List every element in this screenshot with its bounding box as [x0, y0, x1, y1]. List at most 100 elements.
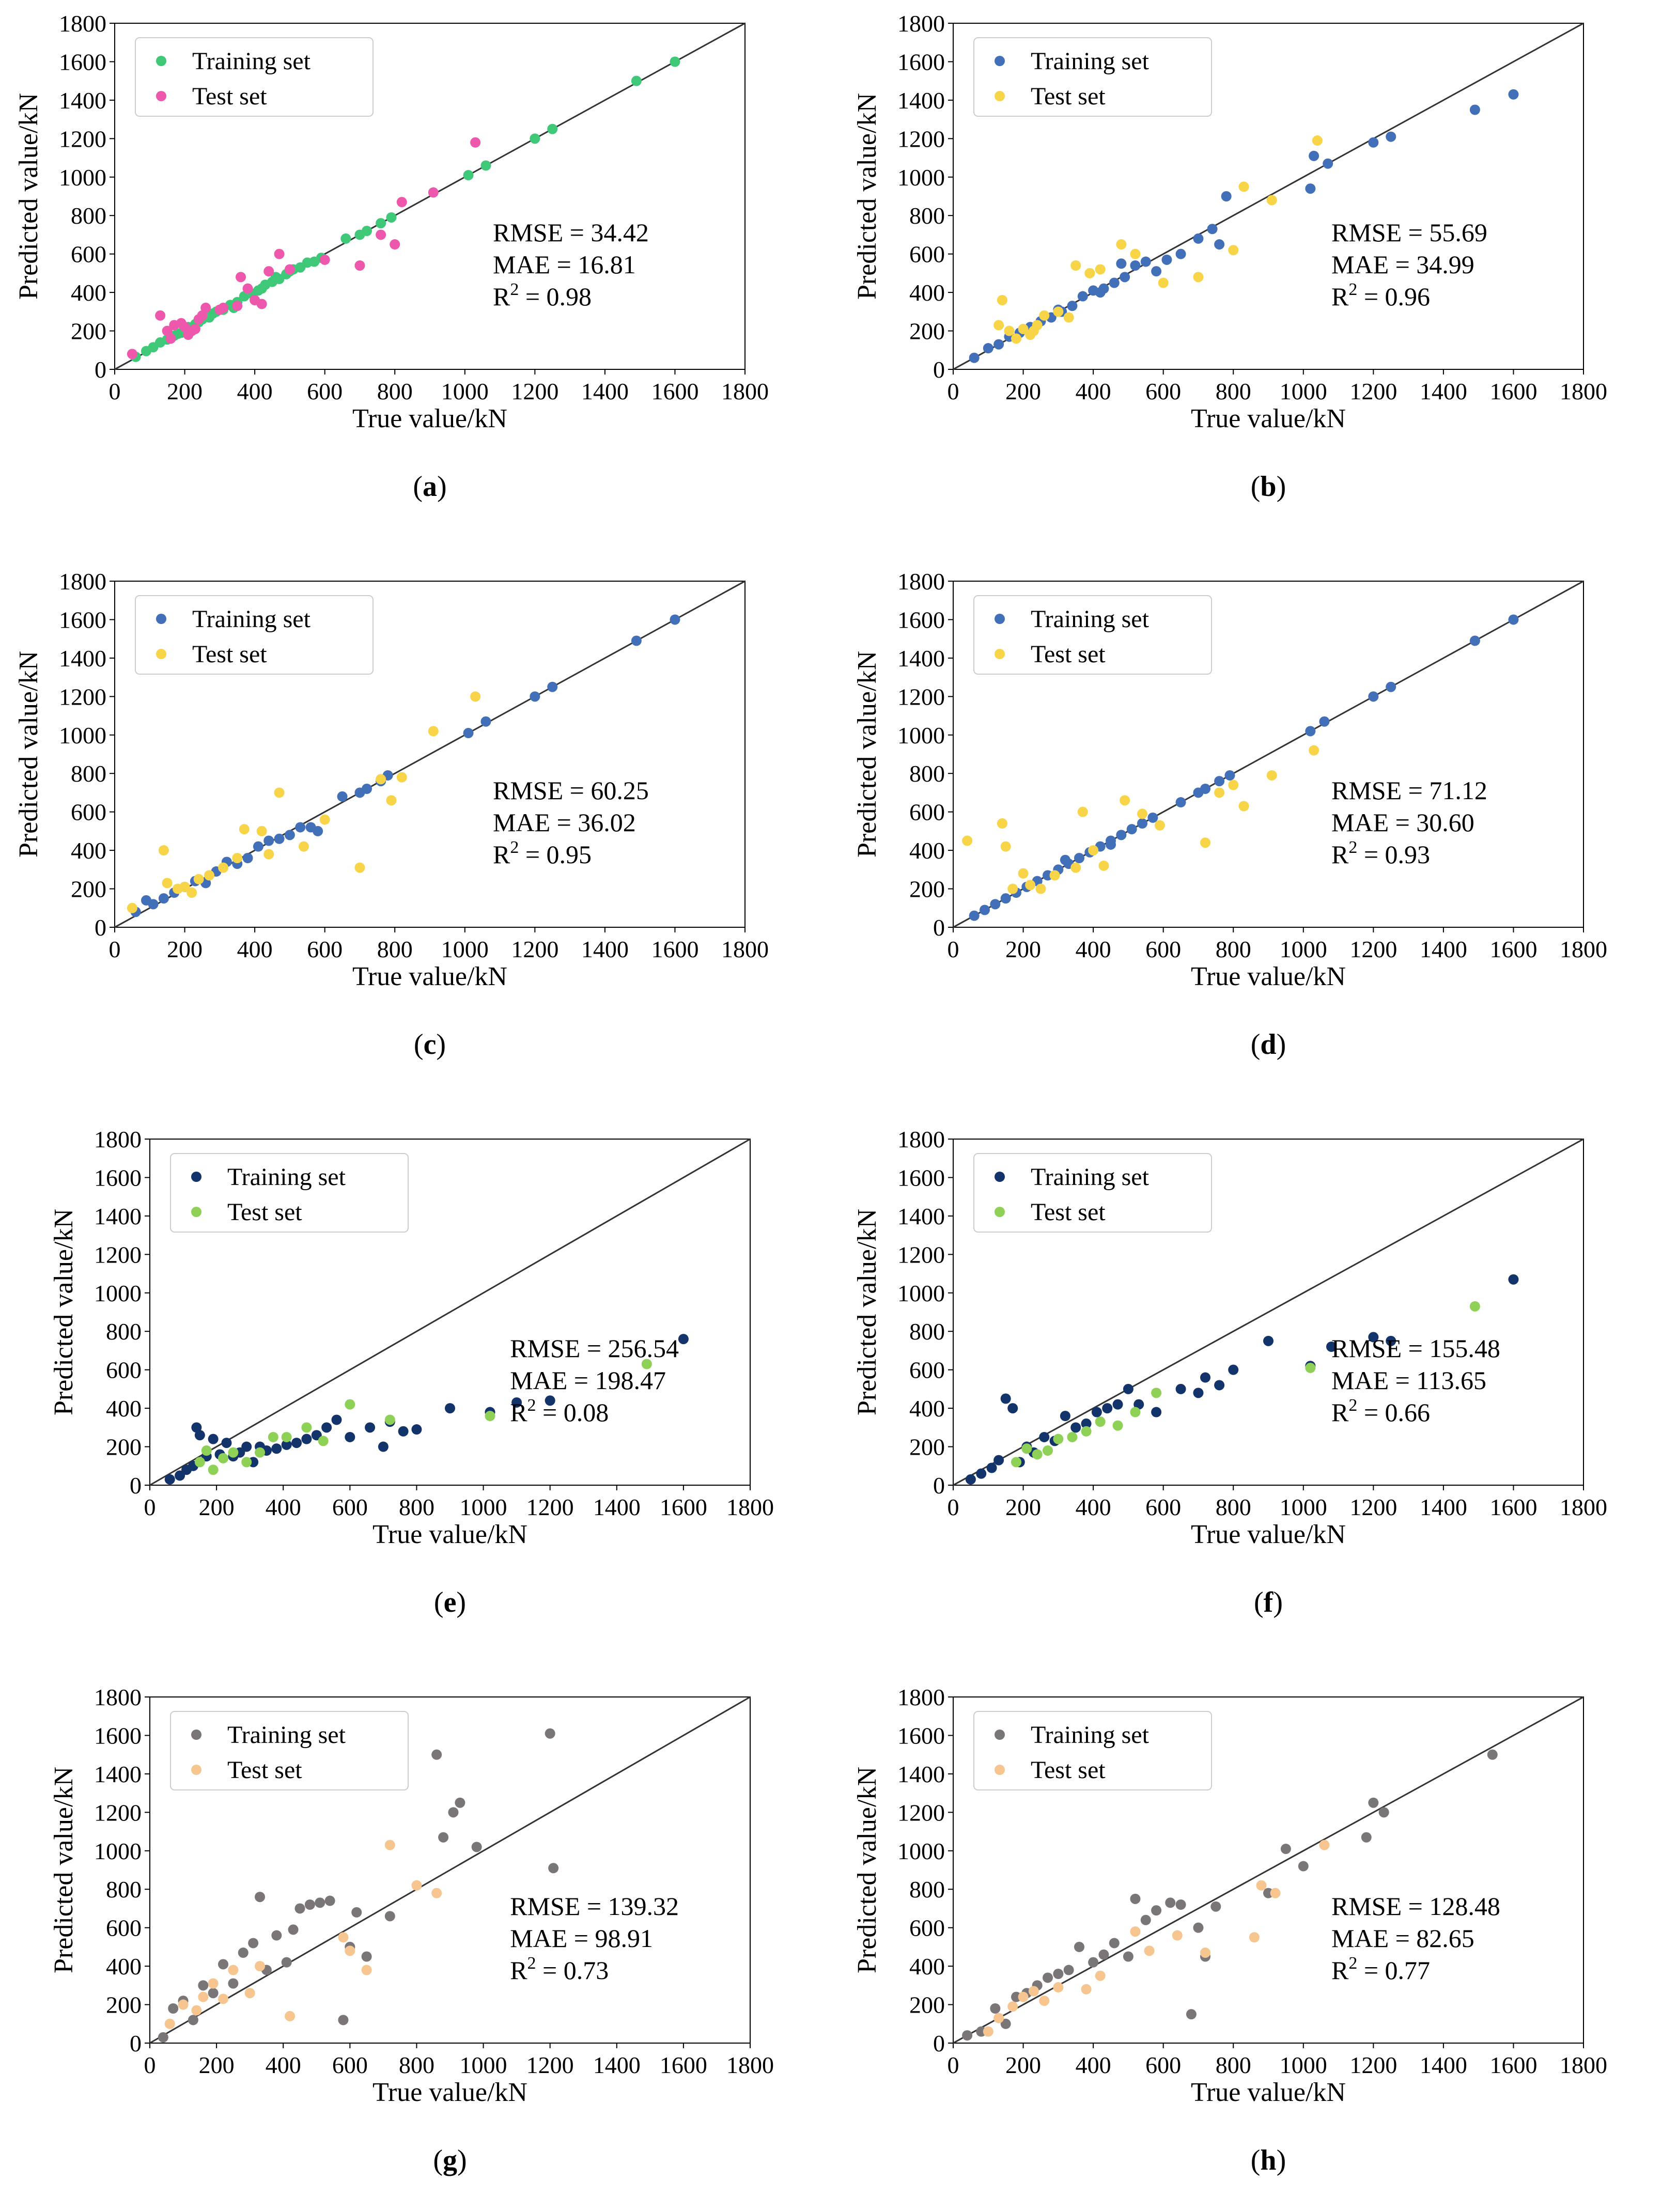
- data-point: [1007, 883, 1018, 894]
- data-point: [318, 1436, 329, 1446]
- x-tick-label: 1800: [721, 378, 769, 404]
- data-point: [1186, 2009, 1197, 2020]
- y-tick-label: 1800: [59, 10, 106, 37]
- y-tick-label: 0: [130, 2030, 142, 2057]
- data-point: [1067, 301, 1078, 311]
- legend-marker: [191, 1207, 201, 1217]
- data-point: [288, 1924, 299, 1935]
- data-point: [1081, 1426, 1092, 1437]
- data-point: [155, 310, 166, 321]
- data-point: [1032, 1449, 1043, 1460]
- y-tick-label: 200: [909, 318, 945, 345]
- data-point: [1018, 868, 1029, 879]
- data-point: [411, 1424, 422, 1435]
- data-point: [480, 716, 491, 727]
- legend-marker: [156, 91, 166, 101]
- y-axis-label: Predicted value/kN: [49, 1209, 79, 1415]
- r2-text: R2 = 0.93: [1331, 838, 1430, 869]
- data-point: [1053, 306, 1064, 317]
- y-tick-label: 600: [106, 1915, 142, 1941]
- data-point: [962, 835, 973, 846]
- data-point: [1224, 770, 1235, 781]
- x-tick-label: 400: [1076, 936, 1111, 962]
- data-point: [631, 635, 642, 646]
- data-point: [1095, 264, 1106, 275]
- data-point: [1018, 1991, 1029, 2002]
- x-tick-label: 600: [307, 378, 343, 404]
- data-point: [1098, 860, 1109, 871]
- data-point: [1200, 1948, 1210, 1958]
- legend-label: Test set: [1031, 83, 1106, 110]
- data-point: [201, 1445, 212, 1456]
- x-axis-label: True value/kN: [352, 404, 507, 433]
- data-point: [248, 1938, 259, 1949]
- x-tick-label: 1400: [1420, 378, 1467, 404]
- data-point: [1368, 137, 1379, 148]
- data-point: [1028, 325, 1039, 336]
- rmse-text: RMSE = 34.42: [493, 218, 649, 247]
- data-point: [1144, 1945, 1155, 1956]
- x-tick-label: 800: [399, 2052, 434, 2078]
- data-point: [187, 887, 197, 898]
- data-point: [351, 1907, 362, 1918]
- data-point: [218, 862, 229, 873]
- data-point: [127, 902, 137, 913]
- data-point: [1116, 258, 1127, 269]
- data-point: [511, 1397, 522, 1408]
- legend-label: Test set: [227, 1198, 302, 1226]
- x-axis-label: True value/kN: [1191, 2078, 1346, 2107]
- data-point: [678, 1334, 689, 1345]
- data-point: [198, 1991, 209, 2002]
- y-tick-label: 400: [909, 837, 945, 864]
- data-point: [470, 691, 481, 702]
- data-point: [1386, 1335, 1396, 1346]
- data-point: [438, 1832, 449, 1843]
- rmse-text: RMSE = 71.12: [1331, 776, 1487, 805]
- x-tick-label: 1800: [1560, 378, 1607, 404]
- y-tick-label: 200: [909, 876, 945, 902]
- data-point: [1102, 1403, 1113, 1414]
- r2-text: R2 = 0.66: [1331, 1396, 1430, 1427]
- data-point: [1007, 1403, 1018, 1414]
- data-point: [1298, 1861, 1309, 1872]
- y-tick-label: 1200: [897, 126, 945, 152]
- data-point: [236, 272, 246, 283]
- data-point: [431, 1888, 442, 1898]
- x-axis-label: True value/kN: [1191, 404, 1346, 433]
- data-point: [1137, 808, 1147, 819]
- data-point: [228, 1965, 239, 1975]
- data-point: [1137, 818, 1147, 829]
- data-point: [1200, 1372, 1210, 1383]
- series-training: [164, 1334, 689, 1485]
- y-tick-label: 800: [71, 760, 106, 787]
- mae-text: MAE = 36.02: [493, 808, 636, 837]
- data-point: [1004, 325, 1015, 336]
- data-point: [228, 1978, 239, 1989]
- y-tick-label: 1200: [897, 1241, 945, 1268]
- rmse-text: RMSE = 128.48: [1331, 1892, 1500, 1921]
- x-tick-label: 1200: [526, 2052, 574, 2078]
- panel-b-chart: 00 200 200 400 400 600 600 800 800 1000 1000 1200 12…: [852, 10, 1607, 503]
- data-point: [256, 825, 267, 836]
- data-point: [1053, 1969, 1064, 1979]
- data-point: [208, 1978, 219, 1989]
- x-tick-label: 600: [1145, 936, 1181, 962]
- data-point: [1508, 89, 1519, 100]
- data-point: [1130, 1926, 1141, 1937]
- data-point: [1018, 323, 1029, 334]
- data-point: [993, 320, 1004, 331]
- data-point: [274, 787, 285, 798]
- x-tick-label: 0: [948, 936, 959, 962]
- data-point: [463, 170, 474, 181]
- y-tick-label: 800: [909, 1876, 945, 1903]
- y-tick-label: 1000: [59, 164, 106, 191]
- y-tick-label: 1200: [94, 1241, 142, 1268]
- data-point: [208, 1988, 219, 1999]
- data-point: [1116, 239, 1127, 250]
- data-point: [319, 814, 330, 825]
- panel-caption: (f): [1254, 1586, 1283, 1618]
- data-point: [1266, 770, 1277, 781]
- legend-marker: [995, 1207, 1005, 1217]
- panel-f-chart: 00 200 200 400 400 600 600 800 800 1000 1000 1200 12…: [852, 1126, 1607, 1618]
- x-axis-label: True value/kN: [1191, 1520, 1346, 1549]
